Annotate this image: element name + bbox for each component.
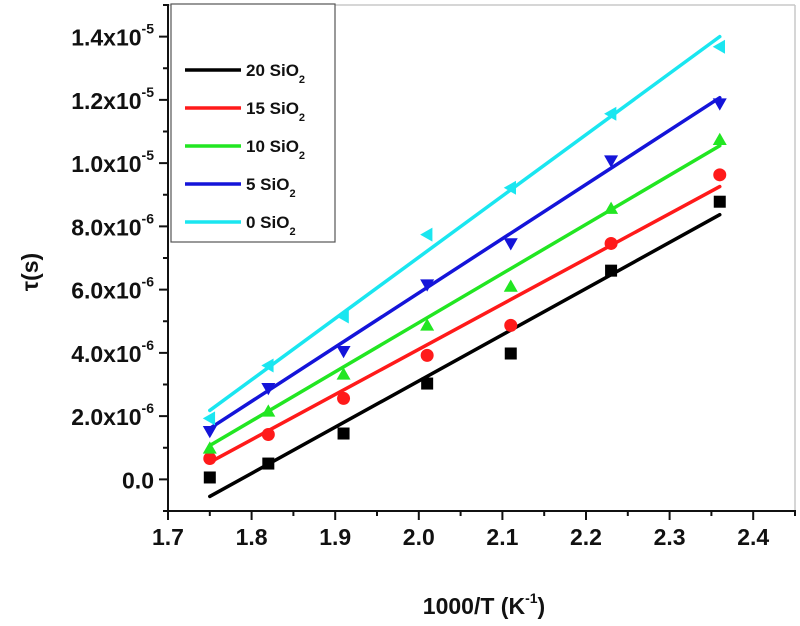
- legend-label: 5 SiO2: [246, 175, 296, 200]
- data-point-square: [337, 427, 350, 440]
- data-point-triangle-left: [712, 39, 726, 54]
- data-point-triangle-up: [261, 404, 276, 417]
- fit-lines: [208, 34, 722, 499]
- fit-line: [208, 143, 722, 448]
- x-tick-labels: 1.7 1.8 1.9 2.0 2.1 2.2 2.3 2.4: [152, 524, 769, 550]
- data-point-triangle-left: [261, 358, 274, 373]
- y-tick-label: 2.0x10-6: [71, 400, 154, 430]
- y-axis-title: τ(s): [17, 253, 43, 291]
- x-tick-label: 2.2: [570, 524, 602, 550]
- data-point-triangle-left: [604, 106, 617, 121]
- y-tick-label: 1.4x10-5: [71, 21, 154, 51]
- x-tick-label: 1.8: [236, 524, 268, 550]
- data-point-triangle-down: [420, 279, 435, 292]
- data-point-triangle-up: [420, 318, 435, 331]
- y-tick-label: 4.0x10-6: [71, 337, 154, 367]
- data-point-circle: [337, 391, 351, 405]
- y-tick-label: 1.2x10-5: [71, 84, 154, 114]
- data-point-triangle-up: [336, 367, 351, 380]
- data-point-triangle-up: [712, 132, 727, 145]
- data-point-square: [203, 471, 216, 484]
- y-tick-label: 1.0x10-5: [71, 147, 154, 177]
- legend-label: 20 SiO2: [246, 61, 305, 86]
- data-point-triangle-down: [261, 383, 276, 396]
- y-tick-labels: 0.0 2.0x10-6 4.0x10-6 6.0x10-6 8.0x10-6 1.0x1…: [71, 21, 154, 494]
- legend-label: 10 SiO2: [246, 137, 305, 162]
- legend-label: 15 SiO2: [246, 99, 305, 124]
- axis-ticks: [159, 4, 796, 520]
- data-point-triangle-down: [712, 98, 727, 111]
- x-tick-label: 2.3: [654, 524, 686, 550]
- x-axis-title: 1000/T (K-1): [423, 590, 545, 619]
- data-point-triangle-left: [420, 227, 433, 242]
- x-tick-label: 1.7: [152, 524, 184, 550]
- fit-line: [208, 212, 722, 499]
- data-point-triangle-down: [503, 238, 518, 251]
- y-tick-label: 8.0x10-6: [71, 210, 154, 240]
- fit-line: [208, 184, 722, 465]
- data-point-square: [504, 347, 517, 360]
- data-point-square: [605, 264, 618, 277]
- data-point-triangle-down: [604, 155, 619, 168]
- legend-label: 0 SiO2: [246, 213, 296, 238]
- data-point-circle: [420, 348, 434, 362]
- y-tick-label: 6.0x10-6: [71, 274, 154, 304]
- data-point-triangle-up: [503, 279, 518, 292]
- x-tick-label: 2.4: [737, 524, 769, 550]
- data-point-circle: [261, 427, 275, 441]
- data-point-triangle-up: [604, 201, 619, 214]
- data-point-circle: [203, 452, 217, 466]
- data-point-circle: [713, 168, 727, 182]
- data-point-square: [262, 457, 275, 470]
- legend: 20 SiO2 15 SiO2 10 SiO2 5 SiO2 0 SiO2: [170, 3, 336, 243]
- data-point-triangle-down: [336, 346, 351, 359]
- data-point-circle: [504, 318, 518, 332]
- data-point-square: [713, 195, 726, 208]
- fit-line: [208, 95, 722, 431]
- data-point-triangle-down: [202, 426, 217, 439]
- y-tick-label: 0.0: [122, 467, 154, 493]
- legend-box: [170, 3, 336, 243]
- x-tick-label: 1.9: [319, 524, 351, 550]
- data-point-triangle-left: [202, 411, 216, 426]
- fit-line: [208, 34, 722, 413]
- data-point-circle: [604, 236, 618, 250]
- x-tick-label: 2.1: [486, 524, 518, 550]
- data-point-triangle-left: [336, 309, 349, 324]
- data-point-square: [421, 377, 434, 390]
- x-tick-label: 2.0: [403, 524, 435, 550]
- data-point-triangle-left: [503, 180, 517, 195]
- data-markers: [202, 39, 727, 484]
- data-point-triangle-up: [202, 441, 217, 454]
